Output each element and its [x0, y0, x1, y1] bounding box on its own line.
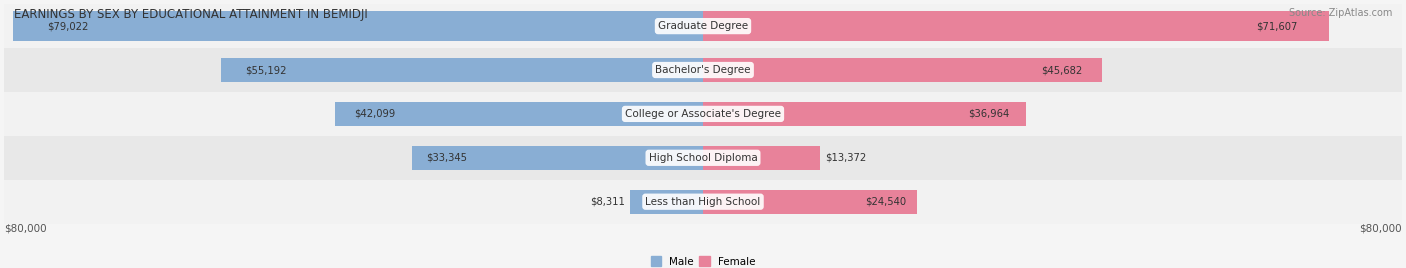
Text: $33,345: $33,345 — [426, 153, 467, 163]
Text: Graduate Degree: Graduate Degree — [658, 21, 748, 31]
Bar — [703, 58, 1102, 82]
Text: $80,000: $80,000 — [1360, 224, 1402, 234]
Text: $45,682: $45,682 — [1040, 65, 1083, 75]
Bar — [13, 11, 703, 42]
Legend: Male, Female: Male, Female — [651, 256, 755, 267]
Text: $24,540: $24,540 — [866, 197, 907, 207]
Bar — [703, 190, 917, 214]
Bar — [4, 4, 1402, 48]
Text: $55,192: $55,192 — [245, 65, 287, 75]
Bar — [703, 146, 820, 170]
Bar — [4, 180, 1402, 224]
Bar — [630, 190, 703, 214]
Bar — [412, 146, 703, 170]
Text: $71,607: $71,607 — [1256, 21, 1298, 31]
Text: Source: ZipAtlas.com: Source: ZipAtlas.com — [1288, 8, 1392, 18]
Text: High School Diploma: High School Diploma — [648, 153, 758, 163]
Bar — [4, 136, 1402, 180]
Text: College or Associate's Degree: College or Associate's Degree — [626, 109, 780, 119]
Text: $42,099: $42,099 — [354, 109, 395, 119]
Bar — [703, 102, 1026, 126]
Text: $13,372: $13,372 — [825, 153, 866, 163]
Bar — [335, 102, 703, 126]
Text: Bachelor's Degree: Bachelor's Degree — [655, 65, 751, 75]
Bar — [4, 48, 1402, 92]
Text: $79,022: $79,022 — [48, 21, 89, 31]
Text: $80,000: $80,000 — [4, 224, 46, 234]
Bar — [4, 92, 1402, 136]
Text: $36,964: $36,964 — [969, 109, 1010, 119]
Text: Less than High School: Less than High School — [645, 197, 761, 207]
Text: EARNINGS BY SEX BY EDUCATIONAL ATTAINMENT IN BEMIDJI: EARNINGS BY SEX BY EDUCATIONAL ATTAINMEN… — [14, 8, 368, 21]
Bar — [221, 58, 703, 82]
Text: $8,311: $8,311 — [591, 197, 626, 207]
Bar — [703, 11, 1329, 42]
